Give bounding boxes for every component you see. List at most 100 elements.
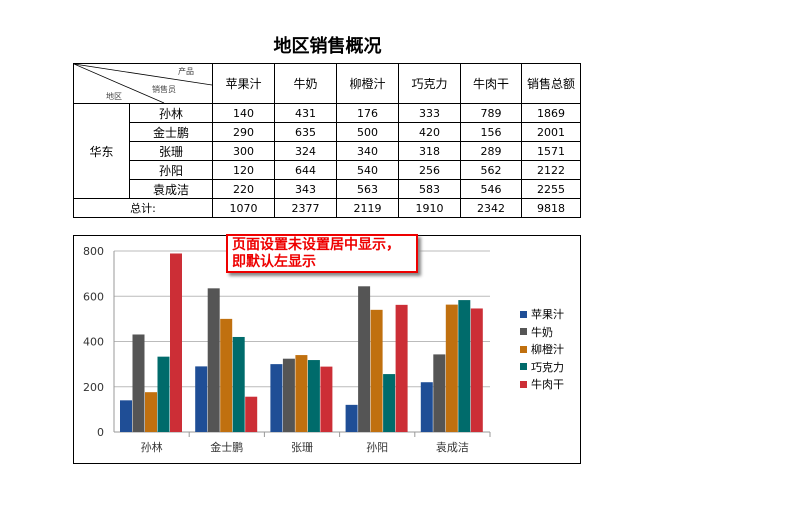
value-cell: 635 <box>274 122 337 142</box>
bar-巧克力 <box>157 356 170 432</box>
value-cell: 256 <box>398 160 461 180</box>
total-cell: 1910 <box>398 198 461 218</box>
value-cell: 2001 <box>521 122 581 142</box>
legend-item: 苹果汁 <box>520 306 564 322</box>
legend-label: 苹果汁 <box>531 308 564 321</box>
salesperson-cell: 孙阳 <box>129 160 213 180</box>
legend-item: 牛奶 <box>520 324 553 340</box>
corner-salesperson: 销售员 <box>152 85 176 94</box>
salesperson-cell: 袁成洁 <box>129 179 213 199</box>
bar-苹果汁 <box>420 382 433 432</box>
bar-巧克力 <box>232 336 245 432</box>
legend-label: 柳橙汁 <box>531 343 564 356</box>
col-header: 巧克力 <box>398 63 461 104</box>
value-cell: 420 <box>398 122 461 142</box>
value-cell: 300 <box>212 141 275 161</box>
legend-swatch-icon <box>520 363 527 370</box>
col-header: 牛奶 <box>274 63 337 104</box>
legend-item: 柳橙汁 <box>520 341 564 357</box>
bar-柳橙汁 <box>145 392 157 432</box>
value-cell: 2255 <box>521 179 581 199</box>
value-cell: 583 <box>398 179 461 199</box>
x-tick-label: 袁成洁 <box>436 441 469 454</box>
legend-label: 牛奶 <box>531 325 553 339</box>
value-cell: 156 <box>460 122 522 142</box>
x-tick-label: 张珊 <box>291 441 313 454</box>
report-title: 地区销售概况 <box>273 36 382 57</box>
bar-柳橙汁 <box>220 318 233 432</box>
bar-牛奶 <box>282 358 295 432</box>
y-tick-label: 400 <box>83 336 104 349</box>
table-row: 孙阳 120 644 540 256 562 2122 <box>74 160 581 180</box>
chart-svg: 0 200 400 600 800 孙林 金士鹏 张珊 孙阳 袁成洁 <box>83 245 491 454</box>
bar-巧克力 <box>458 300 471 432</box>
bar-苹果汁 <box>270 364 283 432</box>
value-cell: 540 <box>336 160 399 180</box>
bar-牛肉干 <box>170 253 182 432</box>
x-tick-label: 孙林 <box>141 440 163 454</box>
col-header: 牛肉干 <box>460 63 522 104</box>
value-cell: 431 <box>274 103 337 123</box>
corner-region: 地区 <box>106 92 122 101</box>
total-cell: 2119 <box>336 198 399 218</box>
value-cell: 290 <box>212 122 275 142</box>
sales-chart: 0 200 400 600 800 孙林 金士鹏 张珊 孙阳 袁成洁 <box>73 235 581 464</box>
value-cell: 500 <box>336 122 399 142</box>
bar-柳橙汁 <box>370 309 383 432</box>
total-cell: 1070 <box>212 198 275 218</box>
col-header: 苹果汁 <box>212 63 275 104</box>
value-cell: 289 <box>460 141 522 161</box>
value-cell: 1571 <box>521 141 581 161</box>
table-row: 袁成洁 220 343 563 583 546 2255 <box>74 179 581 199</box>
value-cell: 340 <box>336 141 399 161</box>
value-cell: 324 <box>274 141 337 161</box>
salesperson-cell: 金士鹏 <box>129 122 213 142</box>
value-cell: 318 <box>398 141 461 161</box>
region-cell: 华东 <box>72 103 131 199</box>
bar-柳橙汁 <box>445 304 458 432</box>
col-header: 柳橙汁 <box>336 63 399 104</box>
bar-牛肉干 <box>470 308 483 432</box>
legend-swatch-icon <box>520 328 527 335</box>
bar-苹果汁 <box>345 404 358 432</box>
legend-item: 牛肉干 <box>520 376 564 392</box>
callout-note: 页面设置未设置居中显示，即默认左显示 <box>226 234 418 273</box>
legend-swatch-icon <box>520 310 527 318</box>
corner-product: 产品 <box>178 67 194 76</box>
value-cell: 1869 <box>521 103 581 123</box>
total-label: 总计: <box>73 198 213 218</box>
value-cell: 563 <box>336 179 399 199</box>
bar-牛奶 <box>207 288 220 432</box>
bar-牛肉干 <box>245 396 258 432</box>
y-tick-label: 600 <box>83 290 104 303</box>
col-header: 销售总额 <box>521 63 581 104</box>
total-cell: 2342 <box>460 198 522 218</box>
bar-牛肉干 <box>320 366 333 432</box>
legend-item: 巧克力 <box>520 359 564 375</box>
salesperson-cell: 张珊 <box>129 141 213 161</box>
value-cell: 562 <box>460 160 522 180</box>
total-cell: 9818 <box>521 198 581 218</box>
table-row: 张珊 300 324 340 318 289 1571 <box>74 141 581 161</box>
bar-巧克力 <box>307 360 320 432</box>
bar-柳橙汁 <box>295 355 308 432</box>
legend-swatch-icon <box>520 345 527 353</box>
x-tick-label: 金士鹏 <box>210 440 243 454</box>
x-tick-label: 孙阳 <box>366 441 388 454</box>
bar-苹果汁 <box>195 366 208 432</box>
value-cell: 176 <box>336 103 399 123</box>
total-cell: 2377 <box>274 198 337 218</box>
value-cell: 220 <box>212 179 275 199</box>
value-cell: 546 <box>460 179 522 199</box>
table-row: 金士鹏 290 635 500 420 156 2001 <box>74 122 581 142</box>
y-tick-label: 800 <box>83 245 104 258</box>
legend-label: 巧克力 <box>531 360 564 374</box>
table-row: 华东 孙林 140 431 176 333 789 1869 <box>72 103 581 199</box>
value-cell: 120 <box>212 160 275 180</box>
sales-table: 产品 销售员 地区 苹果汁 牛奶 柳橙汁 巧克力 牛肉干 销售总额 华东 孙林 14… <box>72 63 581 218</box>
y-tick-label: 0 <box>97 426 104 439</box>
legend-label: 牛肉干 <box>531 378 564 391</box>
bar-牛奶 <box>358 286 371 432</box>
y-tick-label: 200 <box>83 381 104 394</box>
value-cell: 2122 <box>521 160 581 180</box>
